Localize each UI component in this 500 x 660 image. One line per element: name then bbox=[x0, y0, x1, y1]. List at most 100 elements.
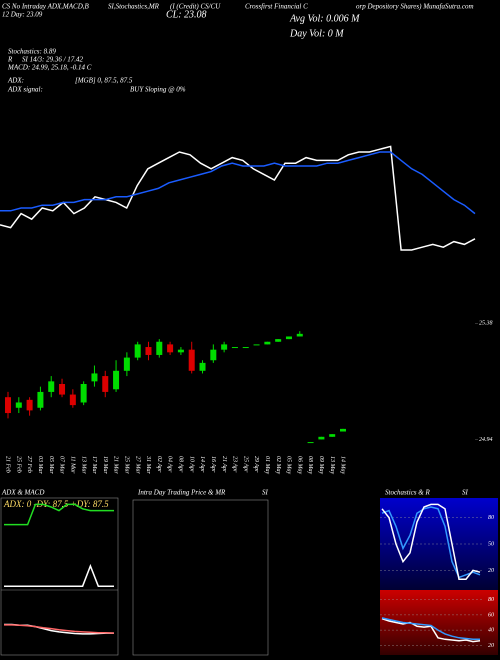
x-tick-label: 05 Mar bbox=[48, 456, 54, 474]
x-tick-label: 14 May bbox=[340, 456, 347, 474]
candle-body bbox=[59, 384, 66, 395]
x-tick-label: 09 May bbox=[318, 456, 324, 474]
candle-body bbox=[156, 341, 163, 355]
series-line bbox=[381, 617, 480, 641]
series-line bbox=[0, 145, 476, 251]
candle-body bbox=[307, 442, 314, 444]
header-text: orp Depository Shares) MunafaSutra.com bbox=[356, 3, 474, 11]
panel-title: SI bbox=[262, 489, 269, 497]
panel-title: SI bbox=[462, 489, 469, 497]
series-line bbox=[4, 624, 115, 634]
series-line bbox=[0, 151, 476, 215]
x-tick-label: 29 Apr bbox=[253, 456, 259, 473]
day-vol: Day Vol: 0 M bbox=[289, 28, 344, 39]
candle-body bbox=[285, 336, 292, 340]
indicator-text: R bbox=[7, 56, 13, 64]
candle-body bbox=[102, 376, 109, 392]
candle-body bbox=[15, 402, 22, 408]
candle-body bbox=[210, 349, 217, 361]
header-text: SI,Stochastics,MR bbox=[108, 3, 160, 11]
x-tick-label: 13 May bbox=[329, 456, 335, 474]
panel-frame bbox=[132, 499, 269, 656]
candle-body bbox=[242, 347, 249, 349]
x-tick-label: 23 Apr bbox=[232, 456, 238, 473]
x-tick-label: 21 Apr bbox=[221, 456, 227, 473]
x-tick-label: 19 Mar bbox=[102, 456, 108, 474]
candle-body bbox=[231, 347, 238, 349]
y-tick-label: 20 bbox=[488, 643, 494, 649]
candle-body bbox=[5, 397, 11, 414]
x-tick-label: 25 Mar bbox=[123, 456, 129, 474]
header-text: Crossfirst Financial C bbox=[245, 3, 308, 11]
x-tick-label: 25 Apr bbox=[242, 456, 248, 473]
candle-body bbox=[48, 381, 55, 392]
x-tick-label: 21 Feb bbox=[5, 456, 11, 473]
panel-title: ADX & MACD bbox=[1, 489, 44, 497]
header-text: 12 Day: 23.09 bbox=[2, 11, 43, 19]
candle-body bbox=[340, 428, 346, 432]
panel-title: Stochastics & R bbox=[385, 489, 430, 497]
adx-readout: ADX: 0 -DY: 87.5 +DY: 87.5 bbox=[3, 499, 109, 509]
candle-body bbox=[264, 341, 271, 345]
x-tick-label: 02 Apr bbox=[156, 456, 162, 473]
x-tick-label: 07 Mar bbox=[59, 456, 65, 474]
y-tick-label: 60 bbox=[488, 612, 494, 618]
x-tick-label: 06 May bbox=[296, 456, 302, 474]
indicator-text: MACD: 24.99, 25.18, -0.14 C bbox=[7, 64, 92, 72]
candle-body bbox=[134, 344, 141, 358]
y-tick-label: 50 bbox=[488, 541, 494, 547]
x-tick-label: 04 Apr bbox=[167, 456, 174, 473]
candle-body bbox=[145, 347, 152, 355]
x-tick-label: 01 May bbox=[264, 456, 270, 474]
y-tick-label: 40 bbox=[488, 627, 494, 634]
x-tick-label: 11 Mar bbox=[69, 456, 75, 474]
x-tick-label: 08 May bbox=[307, 456, 313, 474]
x-tick-label: 27 Mar bbox=[134, 456, 140, 474]
y-tick-label: 25.38 bbox=[479, 321, 493, 327]
candle-body bbox=[199, 362, 206, 371]
series-line bbox=[381, 506, 481, 579]
y-tick-label: 80 bbox=[488, 597, 494, 603]
x-tick-label: 25 Feb bbox=[15, 456, 21, 473]
series-line bbox=[4, 503, 114, 526]
y-tick-label: 20 bbox=[488, 568, 494, 574]
candle-body bbox=[221, 344, 228, 350]
header-text: (I (Credit) CS/CU bbox=[170, 3, 221, 11]
x-tick-label: 03 Mar bbox=[37, 456, 43, 474]
indicator-text: [MGB] 0, 87.5, 87.5 bbox=[75, 77, 133, 85]
indicator-text: ADX signal: bbox=[7, 86, 43, 94]
x-tick-label: 16 Apr bbox=[210, 456, 216, 473]
x-tick-label: 10 Apr bbox=[188, 456, 194, 473]
candle-body bbox=[69, 394, 76, 406]
candle-body bbox=[275, 339, 282, 342]
avg-vol: Avg Vol: 0.006 M bbox=[289, 13, 360, 24]
y-tick-label: 80 bbox=[488, 515, 494, 521]
candle-body bbox=[37, 391, 44, 408]
candle-body bbox=[123, 357, 130, 371]
indicator-text: ADX: bbox=[7, 77, 24, 85]
x-tick-label: 13 Mar bbox=[80, 456, 86, 474]
candle-body bbox=[113, 370, 120, 390]
candle-body bbox=[318, 436, 325, 440]
series-line bbox=[381, 503, 481, 580]
indicator-text: Stochastics: 8.89 bbox=[8, 48, 56, 56]
candle-body bbox=[91, 373, 98, 382]
candle-body bbox=[177, 349, 184, 353]
candle-body bbox=[253, 344, 260, 346]
y-tick-label: 24.94 bbox=[479, 436, 493, 443]
indicator-text: BUY Sloping @ 0% bbox=[130, 86, 186, 94]
x-tick-label: 02 May bbox=[275, 456, 281, 474]
candle-body bbox=[296, 333, 303, 337]
x-tick-label: 27 Feb bbox=[26, 456, 32, 473]
indicator-text: SI 14/3: 29.36 / 17.42 bbox=[22, 56, 84, 64]
candle-body bbox=[329, 434, 336, 437]
candle-body bbox=[188, 349, 195, 371]
candle-body bbox=[26, 399, 33, 411]
x-tick-label: 08 Apr bbox=[178, 456, 184, 473]
header-text: CL: 23.08 bbox=[166, 9, 207, 20]
x-tick-label: 14 Apr bbox=[199, 456, 206, 473]
panel-title: Intra Day Trading Price & MR bbox=[137, 489, 226, 497]
candle-body bbox=[167, 344, 174, 353]
x-tick-label: 21 Mar bbox=[113, 456, 119, 474]
